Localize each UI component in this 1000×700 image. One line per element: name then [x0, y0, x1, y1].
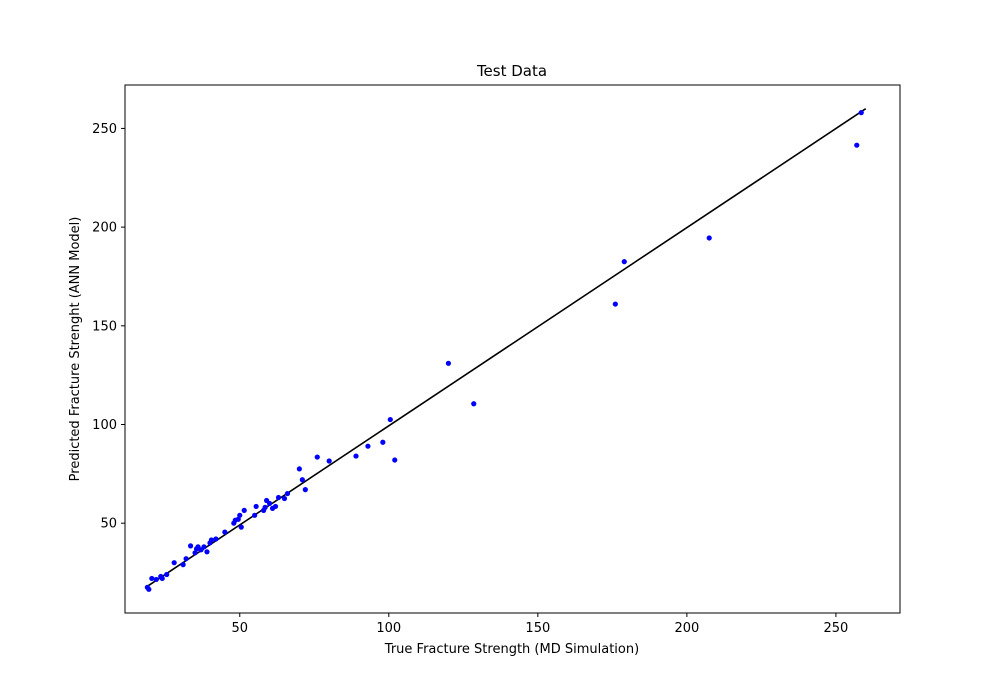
data-point	[146, 586, 152, 592]
data-point	[272, 503, 279, 510]
x-tick-label: 200	[674, 621, 699, 636]
data-point	[252, 512, 258, 518]
y-axis-label: Predicted Fracture Strenght (ANN Model)	[68, 217, 83, 482]
data-point	[387, 416, 393, 423]
data-point	[365, 443, 371, 449]
y-tick-label: 50	[100, 517, 117, 532]
x-tick-label: 50	[231, 621, 248, 636]
data-point	[235, 516, 241, 522]
data-point	[201, 544, 207, 550]
data-points	[144, 110, 864, 592]
data-point	[204, 549, 210, 555]
x-axis-label: True Fracture Strength (MD Simulation)	[384, 642, 639, 657]
data-point	[445, 360, 452, 366]
data-point	[262, 504, 268, 510]
data-point	[706, 235, 712, 241]
axes-frame	[124, 84, 901, 614]
x-tick-label: 150	[525, 621, 550, 636]
data-point	[326, 458, 332, 464]
data-point	[302, 487, 308, 493]
x-axis-ticks: 50 100 150 200 250	[231, 613, 848, 636]
x-tick-label: 100	[376, 621, 401, 636]
data-point	[275, 494, 282, 501]
data-point	[238, 524, 244, 530]
data-point	[392, 457, 398, 463]
data-point	[621, 259, 627, 265]
data-point	[612, 301, 618, 307]
data-point	[299, 477, 305, 483]
data-point	[380, 439, 386, 445]
data-point	[213, 536, 219, 542]
data-point	[171, 560, 177, 566]
data-point	[187, 543, 194, 549]
data-point	[208, 537, 215, 543]
data-point	[237, 512, 243, 518]
data-point	[180, 562, 186, 568]
data-point	[222, 529, 228, 535]
data-point	[153, 576, 159, 583]
y-axis-ticks: 50 100 150 200 250	[92, 122, 125, 532]
data-point	[314, 454, 320, 460]
data-point	[284, 490, 291, 497]
y-tick-label: 100	[92, 418, 117, 433]
data-point	[854, 142, 860, 148]
data-point	[253, 503, 259, 510]
y-tick-label: 150	[92, 319, 117, 334]
data-point	[192, 550, 198, 556]
x-tick-label: 250	[823, 621, 848, 636]
data-point	[159, 575, 165, 582]
data-point	[241, 507, 247, 513]
data-point	[183, 556, 189, 562]
data-point	[353, 453, 359, 459]
data-point	[296, 466, 302, 472]
data-point	[164, 571, 170, 578]
y-tick-label: 250	[92, 122, 117, 137]
data-point	[281, 495, 288, 502]
y-tick-label: 200	[92, 221, 117, 236]
data-point	[266, 500, 273, 507]
data-point	[471, 401, 477, 407]
data-point	[149, 575, 155, 582]
chart-title: Test Data	[476, 62, 547, 80]
data-point	[858, 110, 864, 116]
